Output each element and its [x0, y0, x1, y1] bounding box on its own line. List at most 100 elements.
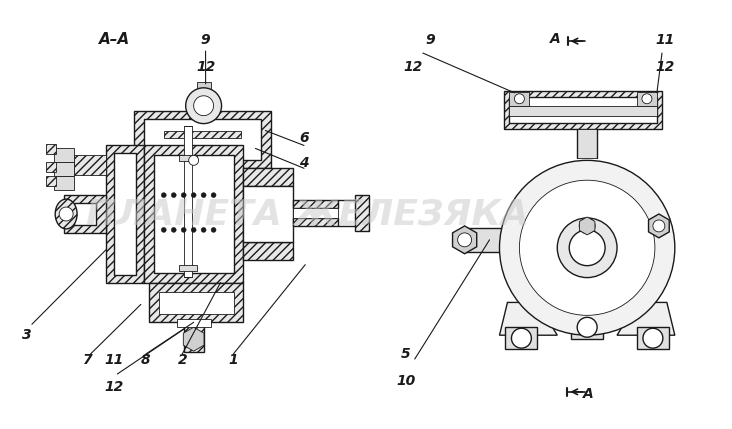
- Circle shape: [186, 88, 222, 124]
- Bar: [184, 322, 203, 352]
- Circle shape: [520, 180, 655, 315]
- Bar: [106, 145, 144, 283]
- Bar: [184, 126, 192, 277]
- Circle shape: [578, 317, 597, 337]
- Text: 6: 6: [299, 130, 309, 145]
- Bar: [46, 162, 56, 172]
- Circle shape: [643, 328, 663, 348]
- Text: 12: 12: [655, 60, 675, 74]
- Text: 10: 10: [397, 374, 416, 388]
- Bar: [571, 315, 603, 339]
- Text: 3: 3: [22, 328, 31, 342]
- Bar: [244, 242, 294, 260]
- Circle shape: [161, 227, 166, 233]
- Circle shape: [191, 193, 196, 198]
- Bar: [159, 293, 234, 314]
- Circle shape: [59, 207, 73, 221]
- Bar: [462, 228, 512, 252]
- Bar: [179, 155, 197, 161]
- Bar: [637, 327, 669, 349]
- Bar: [355, 195, 369, 231]
- Bar: [134, 111, 272, 168]
- Circle shape: [171, 193, 176, 198]
- Bar: [294, 208, 338, 218]
- Text: 12: 12: [196, 60, 215, 74]
- Bar: [74, 203, 96, 225]
- Bar: [114, 154, 136, 275]
- Circle shape: [211, 193, 216, 198]
- Circle shape: [579, 218, 595, 234]
- Circle shape: [182, 193, 186, 198]
- Polygon shape: [580, 217, 595, 235]
- Text: ПЛАНЕТА ЖЕЛЕЗЯКА: ПЛАНЕТА ЖЕЛЕЗЯКА: [86, 197, 529, 232]
- Bar: [149, 283, 244, 322]
- Bar: [509, 92, 529, 106]
- Circle shape: [569, 230, 605, 266]
- Polygon shape: [617, 302, 675, 335]
- Bar: [176, 319, 211, 327]
- Bar: [154, 155, 234, 272]
- Circle shape: [512, 328, 531, 348]
- Bar: [46, 176, 56, 186]
- Polygon shape: [649, 214, 669, 238]
- Bar: [294, 218, 338, 226]
- Text: 12: 12: [105, 380, 124, 394]
- Text: 11: 11: [105, 353, 124, 367]
- Bar: [197, 82, 211, 90]
- Circle shape: [189, 155, 198, 165]
- Text: 9: 9: [425, 33, 435, 47]
- Circle shape: [194, 96, 214, 116]
- Bar: [578, 129, 597, 158]
- Bar: [637, 92, 657, 106]
- Bar: [584, 266, 590, 278]
- Bar: [74, 155, 106, 175]
- Bar: [54, 176, 74, 190]
- Polygon shape: [183, 327, 204, 351]
- Polygon shape: [499, 302, 557, 335]
- Bar: [46, 145, 56, 154]
- Bar: [509, 97, 657, 123]
- Bar: [582, 220, 592, 275]
- Circle shape: [171, 227, 176, 233]
- Bar: [504, 91, 662, 129]
- Bar: [179, 265, 197, 271]
- Circle shape: [201, 193, 206, 198]
- Circle shape: [211, 227, 216, 233]
- Circle shape: [182, 227, 186, 233]
- Bar: [54, 148, 74, 162]
- Text: А–А: А–А: [99, 32, 130, 47]
- Bar: [506, 327, 537, 349]
- Bar: [294, 200, 338, 208]
- Text: 9: 9: [201, 33, 210, 47]
- Bar: [64, 195, 106, 233]
- Ellipse shape: [55, 199, 77, 229]
- Circle shape: [161, 193, 166, 198]
- Text: 7: 7: [83, 353, 92, 367]
- Polygon shape: [452, 226, 477, 254]
- Bar: [144, 145, 244, 283]
- Text: 4: 4: [299, 156, 309, 170]
- Text: А: А: [550, 32, 561, 46]
- Text: А: А: [583, 387, 594, 401]
- Circle shape: [515, 94, 524, 104]
- Bar: [509, 106, 657, 116]
- Circle shape: [499, 160, 675, 335]
- Circle shape: [191, 227, 196, 233]
- Text: 2: 2: [177, 353, 187, 367]
- Text: 5: 5: [401, 347, 411, 361]
- Circle shape: [201, 227, 206, 233]
- Text: 8: 8: [141, 353, 151, 367]
- Bar: [244, 186, 294, 242]
- Circle shape: [458, 233, 471, 247]
- Bar: [164, 130, 242, 139]
- Circle shape: [642, 94, 652, 104]
- Bar: [54, 162, 74, 176]
- Text: 1: 1: [228, 353, 238, 367]
- Text: 11: 11: [655, 33, 675, 47]
- Circle shape: [653, 220, 665, 232]
- Bar: [144, 119, 261, 160]
- Circle shape: [557, 218, 617, 278]
- Bar: [198, 86, 209, 106]
- Text: 12: 12: [404, 60, 423, 74]
- Bar: [244, 168, 294, 186]
